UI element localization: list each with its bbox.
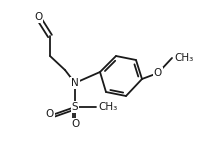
- Text: O: O: [154, 68, 162, 78]
- Text: CH₃: CH₃: [98, 102, 117, 112]
- Text: O: O: [46, 109, 54, 119]
- Text: O: O: [71, 119, 79, 129]
- Text: CH₃: CH₃: [174, 53, 193, 63]
- Text: N: N: [71, 78, 79, 88]
- Text: S: S: [72, 102, 78, 112]
- Text: O: O: [34, 12, 42, 22]
